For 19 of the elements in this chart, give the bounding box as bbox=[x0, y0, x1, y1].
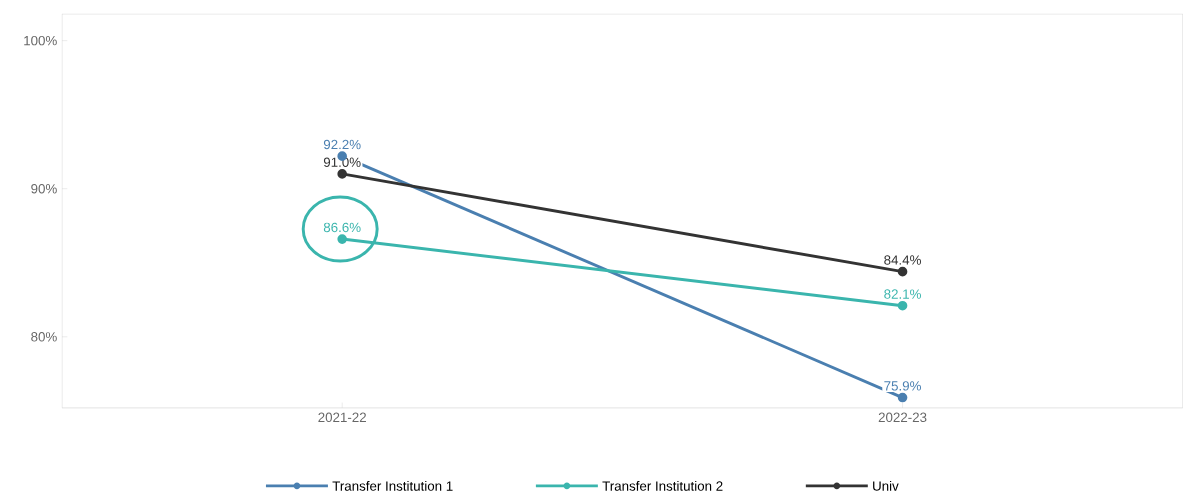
y-tick-label: 90% bbox=[31, 184, 57, 194]
legend-label: Transfer Institution 2 bbox=[602, 481, 723, 491]
legend-label: Univ bbox=[873, 481, 899, 491]
point bbox=[337, 234, 347, 244]
point bbox=[897, 266, 908, 277]
data-label: 92.2% bbox=[323, 139, 361, 150]
data-label: 86.6% bbox=[323, 222, 361, 233]
point bbox=[897, 300, 908, 311]
data-label: 91.0% bbox=[323, 157, 361, 168]
x-tick-label: 2022-23 bbox=[878, 412, 927, 423]
data-label: 82.1% bbox=[884, 289, 921, 299]
x-tick-label: 2021-22 bbox=[318, 412, 366, 423]
legend-label: Transfer Institution 1 bbox=[332, 481, 453, 491]
point bbox=[337, 169, 347, 179]
point bbox=[897, 392, 908, 403]
data-label: 84.4% bbox=[884, 255, 921, 265]
y-tick-label: 80% bbox=[31, 332, 57, 342]
data-label: 75.9% bbox=[884, 381, 921, 391]
y-tick-label: 100% bbox=[24, 35, 57, 46]
